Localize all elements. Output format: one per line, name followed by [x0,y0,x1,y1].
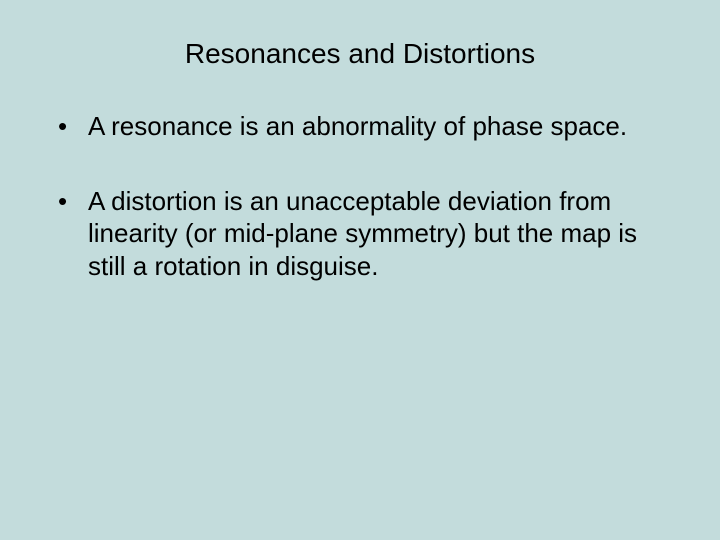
bullet-item: A resonance is an abnormality of phase s… [40,110,680,143]
bullet-item: A distortion is an unacceptable deviatio… [40,185,680,283]
slide-title: Resonances and Distortions [40,30,680,70]
slide: Resonances and Distortions A resonance i… [0,0,720,540]
bullet-list: A resonance is an abnormality of phase s… [40,110,680,282]
